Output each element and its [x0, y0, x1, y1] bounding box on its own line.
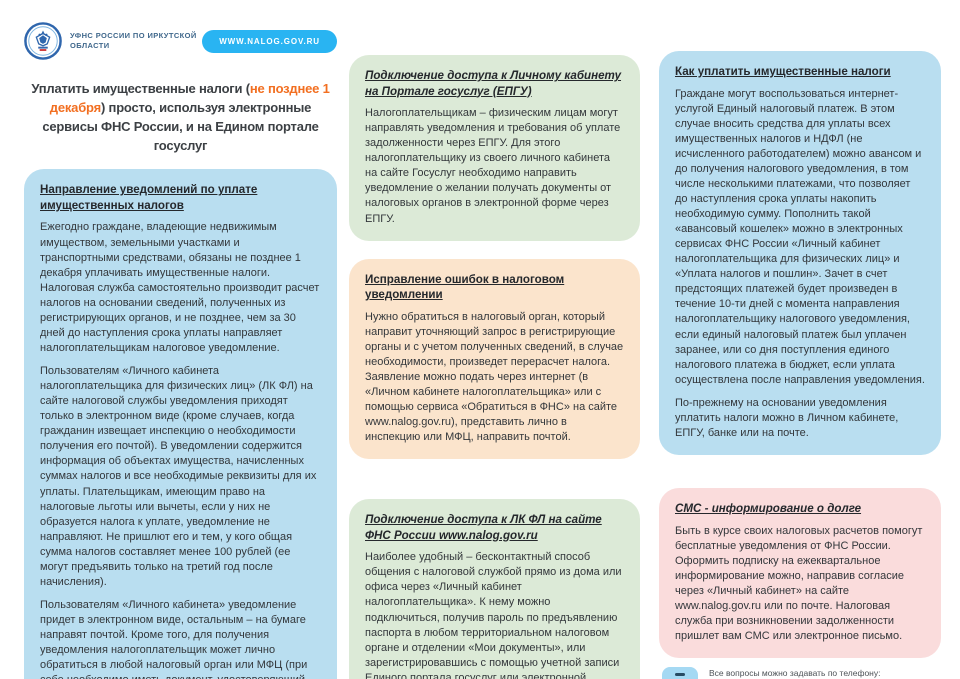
phone-prompt: Все вопросы можно задавать по телефону: — [709, 668, 881, 678]
header: УФНС РОССИИ ПО ИРКУТСКОЙ ОБЛАСТИ WWW.NAL… — [24, 22, 337, 60]
card-lkfl-paragraph: Наиболее удобный – бесконтактный способ … — [365, 551, 622, 679]
card-how-to-pay-paragraph-2: По-прежнему на основании уведомления упл… — [675, 396, 899, 439]
phone-keypad-icon — [661, 666, 699, 679]
title-part1: Уплатить имущественные налоги ( — [31, 81, 250, 96]
title-deadline-highlight: не позднее 1 декабря — [49, 81, 330, 115]
card-sms-heading: СМС - информирование о долге — [675, 501, 862, 515]
card-epgu-access: Подключение доступа к Личному кабинету н… — [349, 55, 640, 241]
card-sms-paragraph: Быть в курсе своих налоговых расчетов по… — [675, 524, 923, 642]
phone-text-group: Все вопросы можно задавать по телефону: … — [709, 666, 880, 679]
card-notifications-paragraph-1: Ежегодно граждане, владеющие недвижимым … — [40, 221, 320, 354]
card-how-to-pay-heading: Как уплатить имущественные налоги — [675, 65, 891, 78]
card-lkfl-heading: Подключение доступа к ЛК ФЛ на сайте ФНС… — [365, 513, 602, 542]
card-epgu-paragraph: Налогоплательщикам – физическим лицам мо… — [365, 107, 621, 225]
org-name: УФНС РОССИИ ПО ИРКУТСКОЙ ОБЛАСТИ — [70, 31, 197, 50]
right-column: Как уплатить имущественные налоги Гражда… — [659, 51, 941, 679]
card-how-to-pay: Как уплатить имущественные налоги Гражда… — [659, 51, 941, 455]
fns-emblem-icon — [24, 22, 62, 60]
card-sms-debt-info: СМС - информирование о долге Быть в курс… — [659, 487, 941, 658]
left-column: УФНС РОССИИ ПО ИРКУТСКОЙ ОБЛАСТИ WWW.NAL… — [24, 22, 337, 679]
card-notifications-paragraph-2: Пользователям «Личного кабинета налогопл… — [40, 365, 317, 588]
card-error-correction-paragraph: Нужно обратиться в налоговый орган, кото… — [365, 310, 624, 444]
middle-column: Подключение доступа к Личному кабинету н… — [349, 55, 640, 679]
nalog-site-pill[interactable]: WWW.NALOG.GOV.RU — [202, 29, 337, 53]
card-how-to-pay-paragraph-1: Граждане могут воспользоваться интернет-… — [675, 87, 925, 386]
card-notifications: Направление уведомлений по уплате имущес… — [24, 169, 337, 679]
card-notifications-heading: Направление уведомлений по уплате имущес… — [40, 183, 258, 212]
phone-contact-block: Все вопросы можно задавать по телефону: … — [659, 666, 941, 679]
card-lkfl-access: Подключение доступа к ЛК ФЛ на сайте ФНС… — [349, 499, 640, 679]
page-title: Уплатить имущественные налоги (не поздне… — [24, 80, 337, 155]
card-error-correction: Исправление ошибок в налоговом уведомлен… — [349, 258, 640, 460]
card-error-correction-heading: Исправление ошибок в налоговом уведомлен… — [365, 272, 565, 302]
card-epgu-heading: Подключение доступа к Личному кабинету н… — [365, 69, 622, 98]
title-part2: ) просто, используя электронные сервисы … — [42, 99, 319, 153]
card-notifications-paragraph-3: Пользователям «Личного кабинета» уведомл… — [40, 598, 308, 679]
logo-group: УФНС РОССИИ ПО ИРКУТСКОЙ ОБЛАСТИ — [24, 22, 202, 60]
